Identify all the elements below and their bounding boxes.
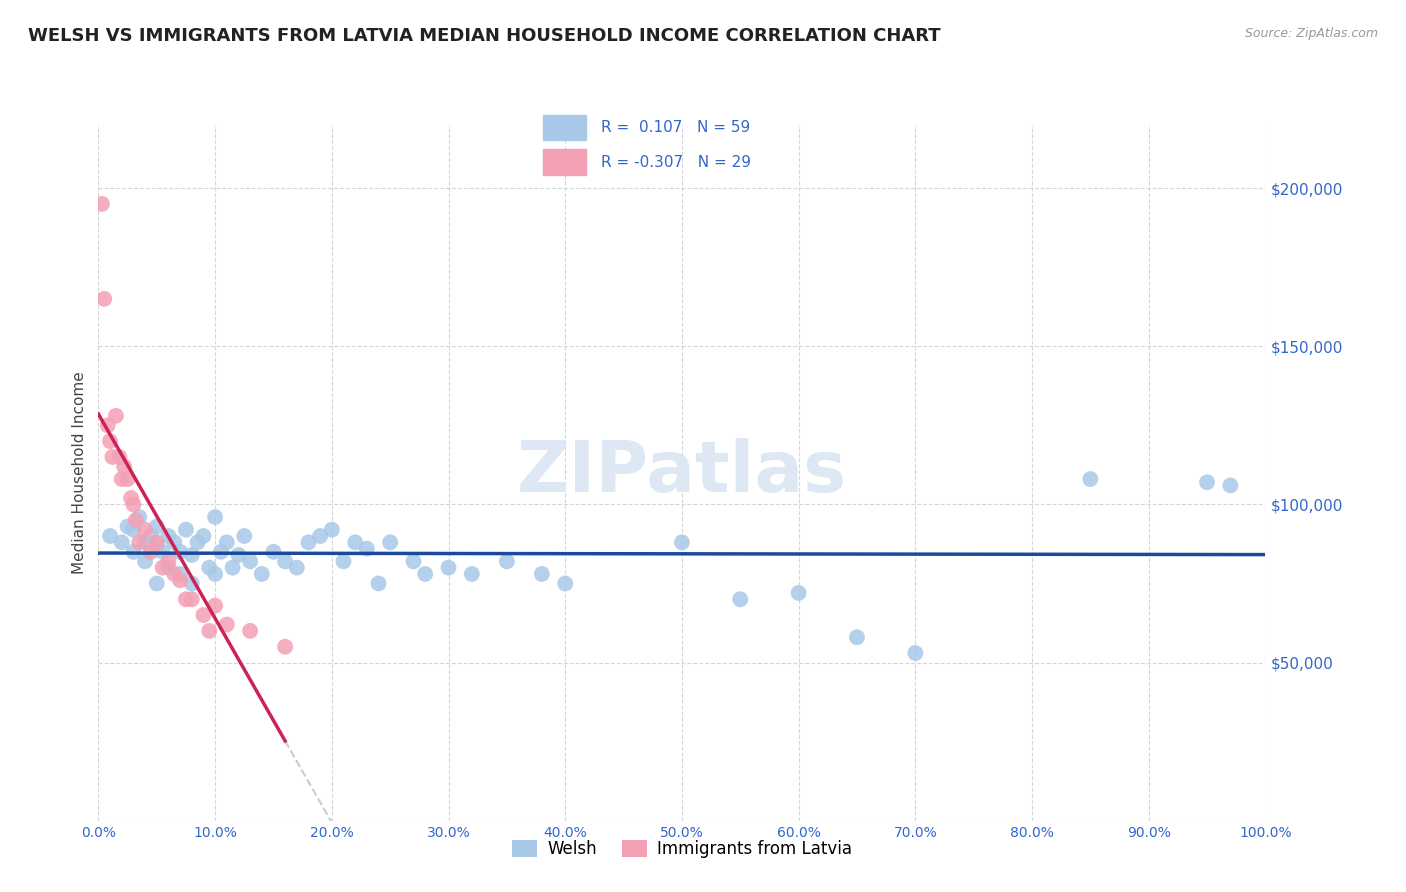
Point <box>1080 472 1102 486</box>
Point <box>239 554 262 568</box>
Point <box>321 523 343 537</box>
Point <box>97 418 120 433</box>
Point <box>671 535 693 549</box>
Point <box>93 292 115 306</box>
Point <box>122 523 145 537</box>
Point <box>111 535 134 549</box>
Point <box>157 560 180 574</box>
Point <box>228 548 250 562</box>
Point <box>402 554 425 568</box>
Point <box>152 560 174 574</box>
Point <box>112 459 135 474</box>
Point <box>163 566 186 581</box>
Point <box>117 519 139 533</box>
Point <box>134 523 156 537</box>
Point <box>180 576 202 591</box>
Point <box>530 566 553 581</box>
Point <box>146 519 169 533</box>
Point <box>204 510 226 524</box>
Point <box>117 472 139 486</box>
Point <box>157 554 180 568</box>
Point <box>180 548 202 562</box>
Point <box>215 617 238 632</box>
Point <box>193 608 215 623</box>
Point <box>845 630 868 644</box>
Y-axis label: Median Household Income: Median Household Income <box>72 371 87 574</box>
Point <box>233 529 256 543</box>
Point <box>139 529 162 543</box>
Point <box>187 535 209 549</box>
Point <box>285 560 308 574</box>
Point <box>98 529 121 543</box>
Point <box>157 529 180 543</box>
Point <box>356 541 378 556</box>
Point <box>108 450 131 464</box>
Point <box>104 409 127 423</box>
Point <box>125 513 148 527</box>
Point <box>169 574 191 588</box>
Point <box>787 586 810 600</box>
Point <box>134 535 156 549</box>
Point <box>437 560 460 574</box>
Point <box>274 554 297 568</box>
Point <box>413 566 436 581</box>
Point <box>152 545 174 559</box>
Point <box>134 554 156 568</box>
Point <box>120 491 142 505</box>
Point <box>90 197 112 211</box>
Point <box>1195 475 1218 490</box>
Text: Source: ZipAtlas.com: Source: ZipAtlas.com <box>1244 27 1378 40</box>
Point <box>198 560 221 574</box>
Legend: Welsh, Immigrants from Latvia: Welsh, Immigrants from Latvia <box>505 833 859 864</box>
Point <box>367 576 389 591</box>
Point <box>239 624 262 638</box>
Point <box>262 545 284 559</box>
Point <box>128 535 150 549</box>
Point <box>274 640 297 654</box>
Point <box>169 545 191 559</box>
Point <box>98 434 121 449</box>
Point <box>174 523 197 537</box>
Point <box>209 545 232 559</box>
Point <box>309 529 332 543</box>
Point <box>169 566 191 581</box>
Bar <box>543 150 586 175</box>
Point <box>163 535 186 549</box>
Point <box>122 545 145 559</box>
Point <box>204 599 226 613</box>
Point <box>495 554 517 568</box>
Point <box>221 560 243 574</box>
Point <box>146 576 169 591</box>
Text: ZIPatlas: ZIPatlas <box>517 438 846 508</box>
Point <box>146 535 169 549</box>
Text: WELSH VS IMMIGRANTS FROM LATVIA MEDIAN HOUSEHOLD INCOME CORRELATION CHART: WELSH VS IMMIGRANTS FROM LATVIA MEDIAN H… <box>28 27 941 45</box>
Point <box>193 529 215 543</box>
Point <box>554 576 576 591</box>
Point <box>128 510 150 524</box>
Point <box>344 535 367 549</box>
Point <box>250 566 273 581</box>
Point <box>332 554 354 568</box>
Point <box>198 624 221 638</box>
Point <box>378 535 402 549</box>
Point <box>101 450 124 464</box>
Point <box>215 535 238 549</box>
Point <box>174 592 197 607</box>
Point <box>204 566 226 581</box>
Text: R = -0.307   N = 29: R = -0.307 N = 29 <box>600 155 751 169</box>
Point <box>461 566 484 581</box>
Point <box>139 545 162 559</box>
Point <box>904 646 927 660</box>
Point <box>180 592 202 607</box>
Text: R =  0.107   N = 59: R = 0.107 N = 59 <box>600 120 749 135</box>
Point <box>730 592 752 607</box>
Bar <box>543 114 586 140</box>
Point <box>111 472 134 486</box>
Point <box>297 535 319 549</box>
Point <box>1219 478 1241 492</box>
Point <box>146 539 169 553</box>
Point <box>122 497 145 511</box>
